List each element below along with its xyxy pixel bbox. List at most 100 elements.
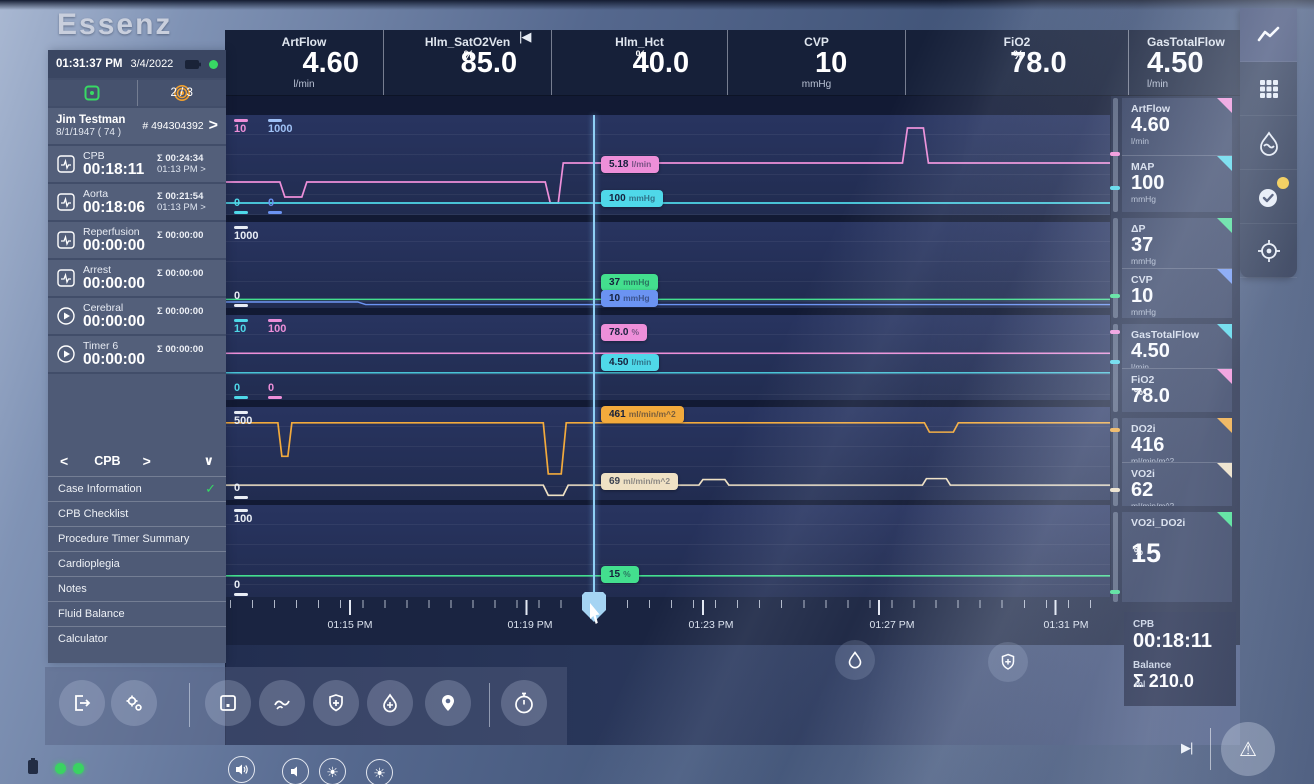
chevron-right-icon: > [208, 117, 218, 134]
trend-panel-fio2-gasflow[interactable]: 10 100 0 0 [226, 315, 1110, 400]
target-icon [1257, 239, 1280, 262]
grid-view-button[interactable] [1240, 62, 1297, 116]
menu-item-calculator[interactable]: Calculator [48, 626, 226, 651]
note-icon [220, 695, 236, 711]
bezel-battery-icon [28, 758, 38, 774]
param-card-artflow[interactable]: ArtFlow 4.60 l/min [1122, 98, 1232, 155]
param-card-gastotalflow[interactable]: GasTotalFlow 4.50 l/min [1122, 324, 1232, 368]
warning-icon: ⚠ [1239, 738, 1257, 761]
series-color-corner [1217, 418, 1232, 433]
signal-status[interactable]: 2 / 3 [136, 80, 227, 106]
menu-item-case-information[interactable]: Case Information ✓ [48, 476, 226, 501]
timer-button[interactable] [501, 680, 547, 726]
trend-panel-vo2i-do2i-ratio[interactable]: 100 0 [226, 505, 1110, 597]
artflow-trend-line [226, 127, 1110, 204]
fluid-action-button[interactable] [835, 640, 875, 680]
fluid-add-button[interactable] [367, 680, 413, 726]
bottom-right-divider [1210, 728, 1211, 770]
blood-flow-view-button[interactable] [1240, 116, 1297, 170]
speaker-icon [291, 766, 297, 777]
trend-plot [226, 127, 1110, 204]
brightness-up-button[interactable]: ☀ [366, 759, 393, 784]
cursor-badge-vo2i: 69 ml/min/m^2 [601, 473, 679, 490]
flow-event-button[interactable] [259, 680, 305, 726]
cardioplegia-action-button[interactable] [988, 642, 1028, 682]
brightness-down-button[interactable]: ☀ [319, 758, 346, 784]
header-tile-fio2[interactable]: FiO2 78.0% [905, 30, 1128, 95]
timer-cerebral[interactable]: Cerebral 00:00:00 Σ 00:00:00 [48, 298, 226, 336]
timer-arrest[interactable]: Arrest 00:00:00 Σ 00:00:00 [48, 260, 226, 298]
skip-to-start-icon[interactable]: |◀ [519, 29, 531, 44]
timer-6[interactable]: Timer 6 00:00:00 Σ 00:00:00 [48, 336, 226, 374]
volume-up-button[interactable] [228, 756, 255, 783]
tile-value: 85.0% [460, 46, 518, 79]
sidebar: 01:31:37 PM 3/4/2022 2 / 3 Jim Testman 8… [48, 50, 226, 663]
target-view-button[interactable] [1240, 224, 1297, 278]
notification-dot [1277, 177, 1289, 189]
header-tile-hlm-hct[interactable]: Hlm_Hct 40.0% [551, 30, 727, 95]
param-card-cvp[interactable]: CVP 10 mmHg [1122, 267, 1232, 319]
gears-icon [126, 695, 142, 711]
param-card-vo2i[interactable]: VO2i 62 ml/min/m^2 [1122, 461, 1232, 506]
param-card-deltap[interactable]: ΔP 37 mmHg [1122, 218, 1232, 268]
checklist-status-button[interactable] [1240, 170, 1297, 224]
alarm-button[interactable]: ⚠ [1221, 722, 1275, 776]
chevron-down-icon[interactable]: ∨ [203, 453, 214, 468]
section-nav: < CPB > ∨ [48, 446, 226, 476]
timer-aorta[interactable]: Aorta 00:18:06 Σ 00:21:54 01:13 PM > [48, 184, 226, 222]
status-led-1 [55, 763, 66, 774]
timer-cpb[interactable]: CPB 00:18:11 Σ 00:24:34 01:13 PM > [48, 146, 226, 184]
menu-item-fluid-balance[interactable]: Fluid Balance [48, 601, 226, 626]
menu-item-cpb-checklist[interactable]: CPB Checklist [48, 501, 226, 526]
track-marker [1110, 590, 1120, 594]
param-card-map[interactable]: MAP 100 mmHg [1122, 154, 1232, 213]
trend-plot [226, 352, 1110, 374]
droplet-plus-icon [383, 693, 397, 713]
header-tile-cvp[interactable]: CVP 10 mmHg [727, 30, 905, 95]
param-card-do2i[interactable]: DO2i 416 ml/min/m^2 [1122, 418, 1232, 462]
exit-icon [75, 695, 91, 711]
timer-reperfusion[interactable]: Reperfusion 00:00:00 Σ 00:00:00 [48, 222, 226, 260]
exit-button[interactable] [59, 680, 105, 726]
settings-button[interactable] [111, 680, 157, 726]
shield-plus-icon [1001, 653, 1015, 670]
header-tile-hlm-sato2ven[interactable]: Hlm_SatO2Ven 85.0% [383, 30, 551, 95]
tile-unit: l/min [1147, 79, 1169, 91]
trend-cursor-line[interactable] [593, 115, 595, 597]
header-tile-artflow[interactable]: ArtFlow 4.60 l/min [225, 30, 383, 95]
axis-scale-top: 500 [234, 411, 286, 427]
tile-label: FiO2 [1003, 34, 1031, 49]
device-edge-shadow [0, 0, 1314, 10]
notes-button[interactable] [205, 680, 251, 726]
header-tile-gastotalflow[interactable]: GasTotalFlow 4.50 l/min [1128, 30, 1240, 95]
skip-to-end-icon[interactable]: ▶| [1181, 740, 1193, 755]
patient-banner[interactable]: Jim Testman 8/1/1947 ( 74 ) # 494304392 … [48, 108, 226, 146]
cardioplegia-button[interactable] [313, 680, 359, 726]
status-row: 2 / 3 [48, 80, 226, 108]
timeline-label: 01:31 PM [1043, 619, 1089, 631]
tile-value: 4.50 [1147, 46, 1204, 79]
check-badge-icon [1258, 188, 1277, 207]
do2i-trend-line [226, 422, 1110, 475]
nav-prev-button[interactable]: < [60, 453, 69, 469]
tile-unit: mmHg [801, 79, 832, 91]
volume-down-button[interactable] [282, 758, 309, 784]
param-card-fio2[interactable]: FiO2 78.0% [1122, 367, 1232, 413]
trend-panel-artflow-map[interactable]: 10 1000 0 0 [226, 115, 1110, 215]
capture-button[interactable] [48, 80, 137, 106]
series-color-corner [1217, 462, 1232, 478]
balance-value: Σ 210.0 ml [1133, 671, 1194, 691]
menu-item-notes[interactable]: Notes [48, 576, 226, 601]
trend-view-button[interactable] [1240, 8, 1297, 62]
patient-dob: 8/1/1947 ( 74 ) [56, 127, 122, 139]
param-card-vo2i-do2i[interactable]: VO2i_DO2i 15% [1122, 512, 1232, 602]
menu-item-cardioplegia[interactable]: Cardioplegia [48, 551, 226, 576]
tile-unit: l/min [293, 79, 315, 91]
nav-next-button[interactable]: > [142, 453, 151, 469]
event-marker-button[interactable] [425, 680, 471, 726]
pin-icon [442, 695, 454, 711]
trend-panel-deltap-cvp[interactable]: 1000 0 [226, 222, 1110, 308]
track-marker [1110, 294, 1120, 298]
menu-item-procedure-timer-summary[interactable]: Procedure Timer Summary [48, 526, 226, 551]
